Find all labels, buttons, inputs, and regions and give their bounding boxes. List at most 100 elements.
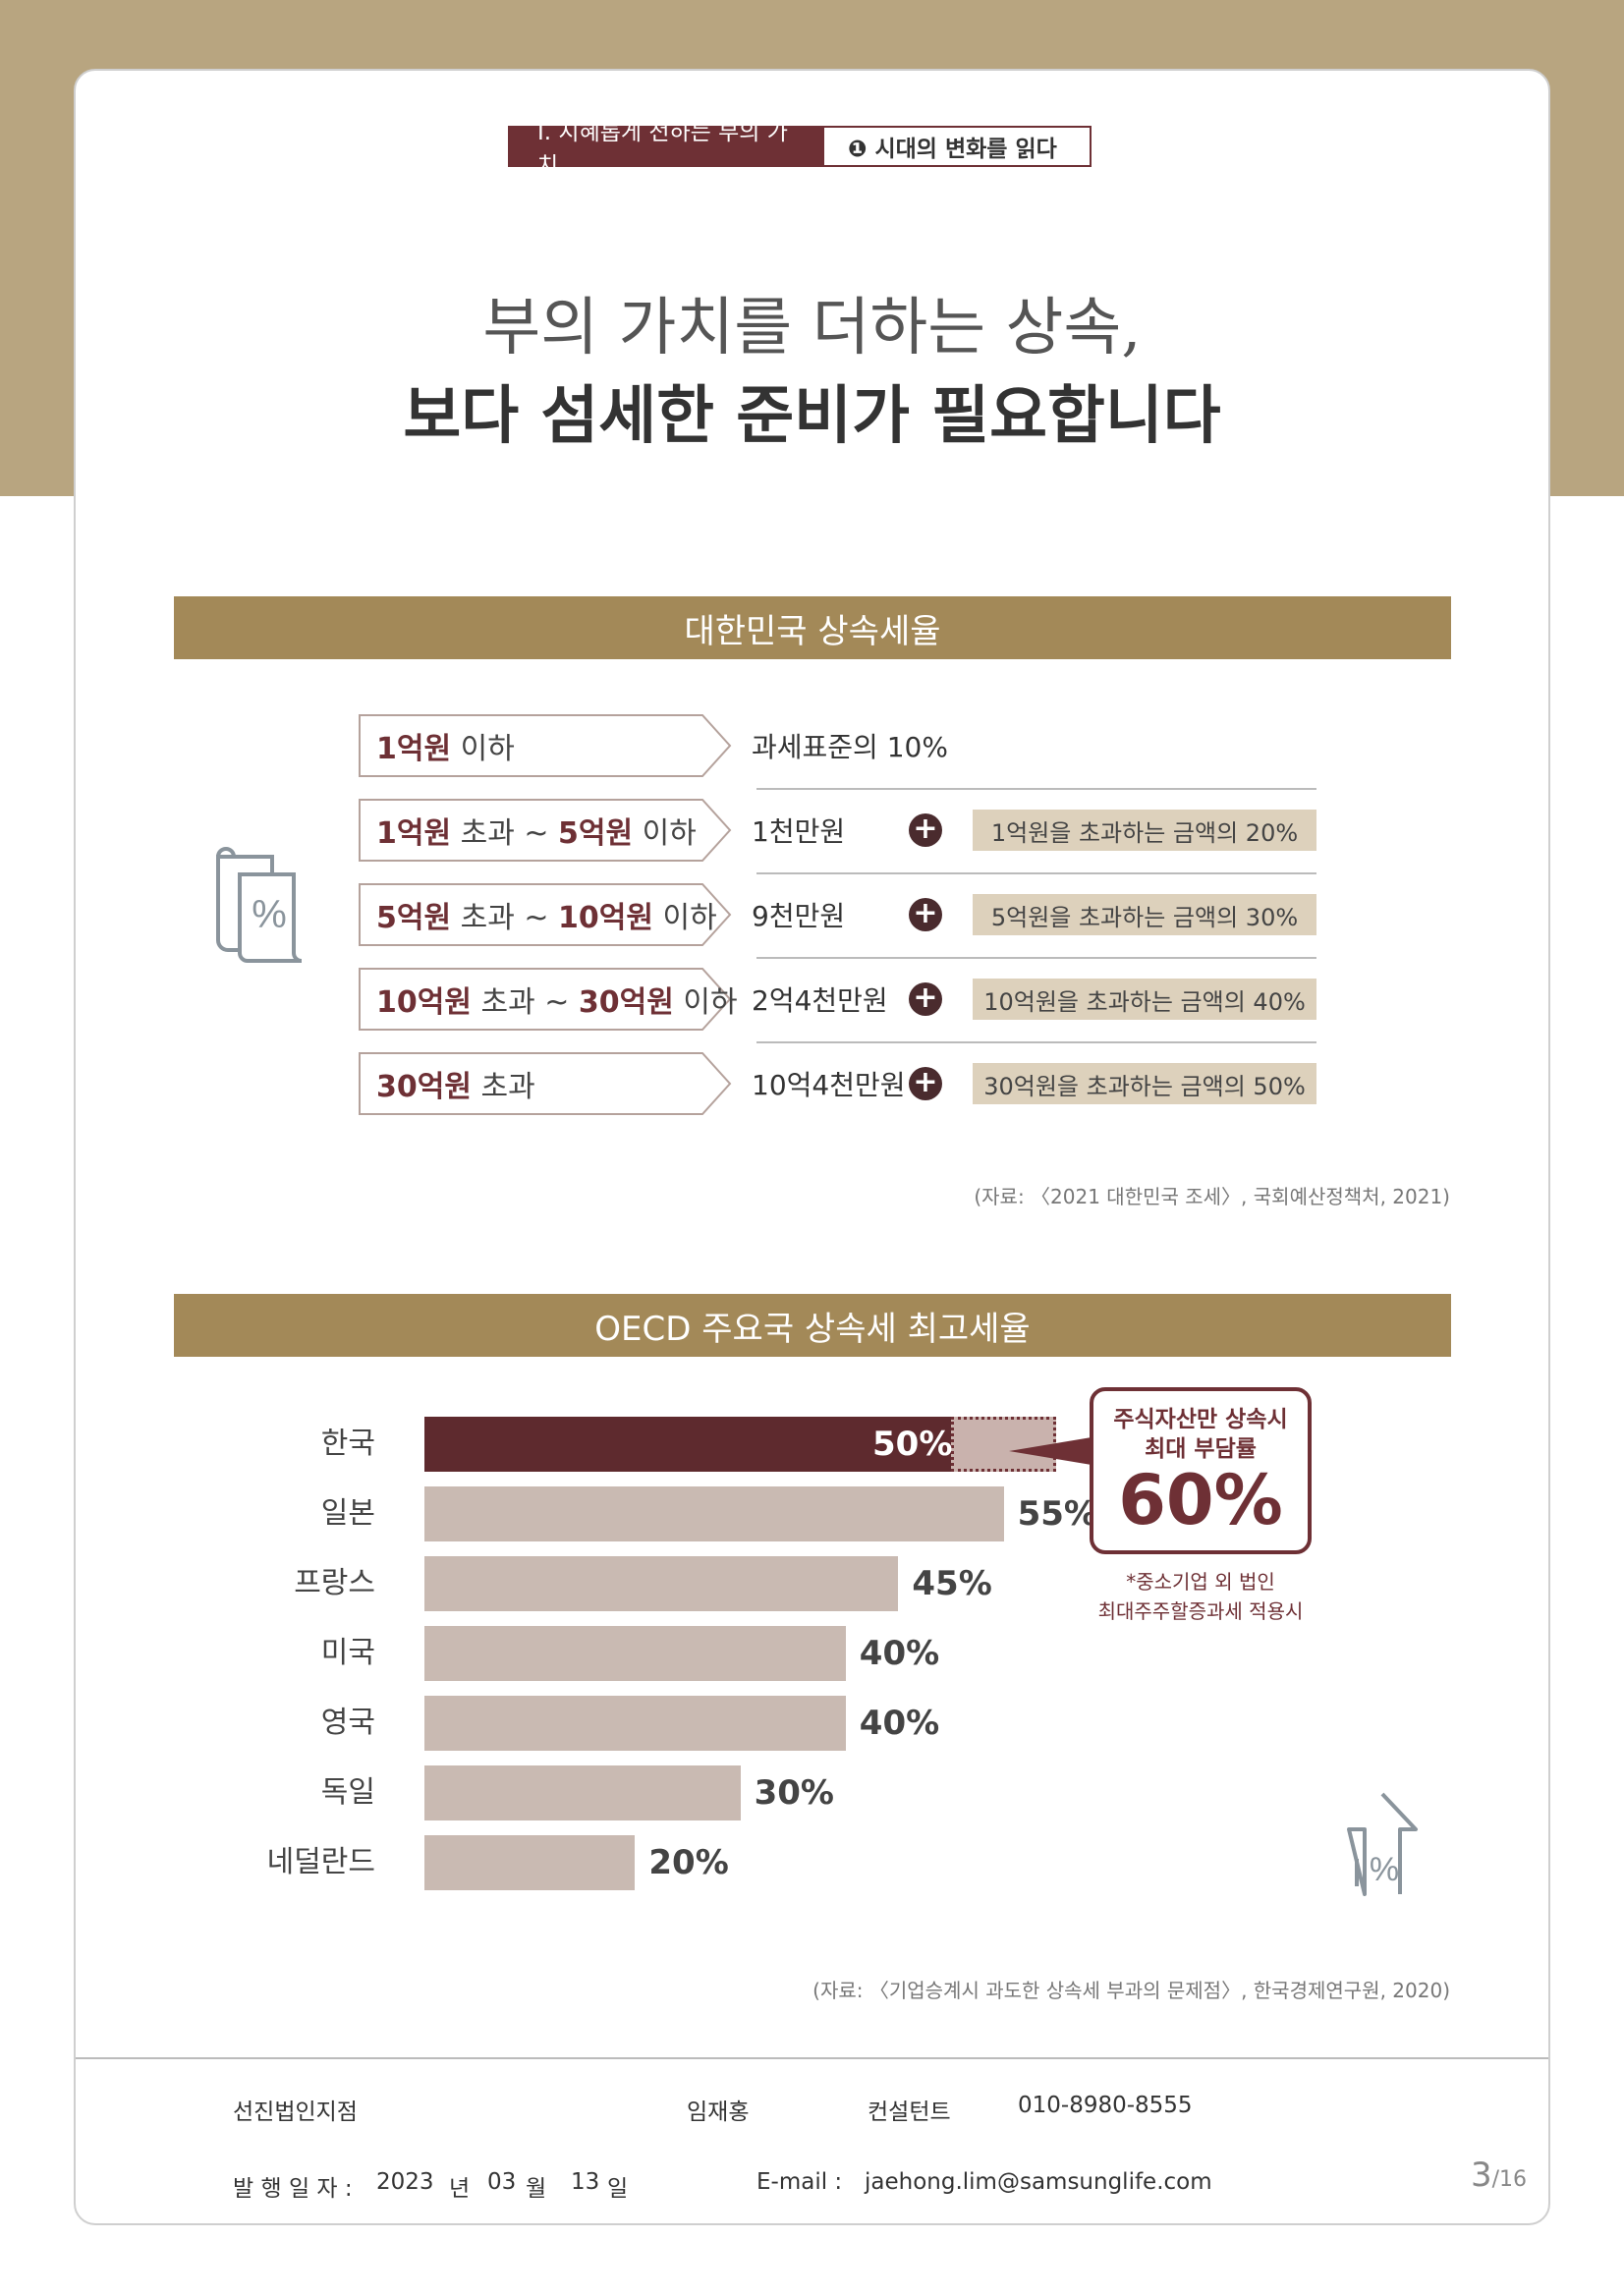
- footer-phone[interactable]: 010-8980-8555: [1018, 2093, 1193, 2118]
- bar-category-label: 일본: [320, 1496, 375, 1531]
- bar-value-label: 55%: [1017, 1494, 1097, 1534]
- tax-row-divider: [756, 788, 1316, 790]
- callout-line1: 주식자산만 상속시: [1113, 1407, 1288, 1432]
- tax-bracket-amount: 30억원: [578, 985, 674, 1020]
- tax-additional-rate: 5억원을 초과하는 금액의 30%: [973, 894, 1316, 935]
- tax-base-amount: 10억4천만원: [752, 1069, 906, 1101]
- tax-bracket-label: 1억원 이하: [376, 714, 515, 777]
- tax-base-amount: 9천만원: [752, 900, 846, 932]
- tax-bracket: 30억원 초과: [359, 1052, 732, 1115]
- plus-icon: +: [909, 898, 942, 931]
- callout-line2: 최대 부담률: [1145, 1436, 1257, 1462]
- page-title-line2: 보다 섬세한 준비가 필요합니다: [403, 379, 1221, 453]
- svg-text:%: %: [252, 893, 287, 936]
- tax-bracket-text: 초과: [471, 1070, 535, 1104]
- tax-bracket: 10억원 초과 ~ 30억원 이하: [359, 968, 738, 1031]
- tax-row-divider: [756, 957, 1316, 959]
- max-burden-callout: 주식자산만 상속시 최대 부담률 60%: [1090, 1387, 1312, 1554]
- bar: [424, 1765, 741, 1820]
- tax-bracket: 1억원 초과 ~ 5억원 이하: [359, 799, 732, 862]
- bar-value-label: 50%: [872, 1425, 953, 1464]
- footer-branch: 선진법인지점: [233, 2100, 358, 2125]
- tax-bracket: 1억원 이하: [359, 714, 732, 777]
- tax-bracket-amount: 5억원: [376, 901, 452, 935]
- tax-additional-rate: 1억원을 초과하는 금액의 20%: [973, 810, 1316, 851]
- tax-bracket-text: 초과 ~: [451, 816, 559, 851]
- callout-note2: 최대주주할증과세 적용시: [1097, 1599, 1304, 1623]
- tax-row-divider: [756, 1041, 1316, 1043]
- breadcrumb: Ⅰ. 지혜롭게 전하는 부의 가치 ❶ 시대의 변화를 읽다: [508, 120, 1092, 179]
- bar-category-label: 미국: [320, 1636, 375, 1670]
- page-number: 3/16: [1471, 2156, 1527, 2195]
- plus-icon: +: [909, 813, 942, 847]
- tax-bracket-text: 이하: [673, 985, 738, 1020]
- tax-row-divider: [756, 872, 1316, 874]
- bar: [424, 1835, 636, 1890]
- breadcrumb-section[interactable]: Ⅰ. 지혜롭게 전하는 부의 가치: [510, 120, 824, 179]
- tax-base-amount: 2억4천만원: [752, 984, 888, 1017]
- bar: [424, 1417, 951, 1472]
- bar-category-label: 독일: [320, 1775, 375, 1810]
- tax-bracket-text: 이하: [451, 732, 515, 766]
- bar-value-label: 40%: [859, 1634, 940, 1673]
- tax-bracket-amount: 1억원: [376, 816, 452, 851]
- bar: [424, 1556, 899, 1611]
- footer-day-unit: 일: [607, 2176, 629, 2202]
- footer-year-unit: 년: [449, 2176, 471, 2202]
- footer-day: 13: [571, 2169, 600, 2195]
- tax-bracket-label: 1억원 초과 ~ 5억원 이하: [376, 799, 697, 862]
- tax-bracket-text: 초과 ~: [451, 901, 559, 935]
- korea-tax-source: (자료: 〈2021 대한민국 조세〉, 국회예산정책처, 2021): [974, 1185, 1450, 1208]
- korea-tax-heading: 대한민국 상속세율: [174, 596, 1451, 659]
- plus-icon: +: [909, 1067, 942, 1100]
- footer-role: 컨설턴트: [868, 2100, 951, 2125]
- bar: [424, 1486, 1004, 1541]
- page-current: 3: [1470, 2156, 1492, 2195]
- oecd-source: (자료: 〈기업승계시 과도한 상속세 부과의 문제점〉, 한국경제연구원, 2…: [812, 1979, 1450, 2002]
- callout-arrow: [1009, 1436, 1097, 1466]
- page-total: /16: [1491, 2167, 1527, 2192]
- tax-row: 5억원 초과 ~ 10억원 이하 9천만원 +5억원을 초과하는 금액의 30%: [359, 883, 1316, 946]
- footer-month: 03: [487, 2169, 517, 2195]
- bar-value-label: 40%: [859, 1704, 940, 1743]
- tax-bracket-label: 30억원 초과: [376, 1052, 535, 1115]
- bar-value-label: 45%: [912, 1564, 992, 1603]
- tax-bracket-text: 이하: [633, 816, 697, 851]
- bar-row: 영국 40%: [174, 1696, 1156, 1751]
- tax-additional-rate: 30억원을 초과하는 금액의 50%: [973, 1063, 1316, 1104]
- tax-base-amount: 1천만원: [752, 815, 846, 848]
- callout-value: 60%: [1118, 1460, 1283, 1540]
- percent-document-icon: %: [208, 847, 326, 965]
- bar-category-label: 프랑스: [294, 1566, 375, 1600]
- bar-row: 한국 50%: [174, 1417, 1156, 1472]
- breadcrumb-chapter[interactable]: ❶ 시대의 변화를 읽다: [824, 128, 1090, 165]
- page-title-line1: 부의 가치를 더하는 상속,: [482, 292, 1142, 364]
- bar-row: 미국 40%: [174, 1626, 1156, 1681]
- bar-row: 독일 30%: [174, 1765, 1156, 1820]
- bar-value-label: 30%: [754, 1773, 834, 1813]
- bar: [424, 1696, 846, 1751]
- tax-bracket-amount: 5억원: [558, 816, 634, 851]
- oecd-heading: OECD 주요국 상속세 최고세율: [174, 1294, 1451, 1357]
- footer-email[interactable]: jaehong.lim@samsunglife.com: [865, 2169, 1212, 2195]
- tax-bracket: 5억원 초과 ~ 10억원 이하: [359, 883, 732, 946]
- tax-bracket-amount: 10억원: [558, 901, 653, 935]
- bar-category-label: 영국: [320, 1706, 375, 1740]
- tax-row: 1억원 이하 과세표준의 10%: [359, 714, 1100, 777]
- callout-note1: *중소기업 외 법인: [1126, 1570, 1275, 1594]
- bar-category-label: 한국: [320, 1427, 375, 1461]
- tax-bracket-label: 10억원 초과 ~ 30억원 이하: [376, 968, 738, 1031]
- tax-base-amount: 과세표준의 10%: [752, 731, 948, 763]
- tax-bracket-amount: 10억원: [376, 985, 472, 1020]
- footer-name: 임재홍: [687, 2100, 750, 2125]
- tax-bracket-amount: 30억원: [376, 1070, 472, 1104]
- tax-bracket-amount: 1억원: [376, 732, 452, 766]
- plus-icon: +: [909, 982, 942, 1016]
- bar-row: 일본 55%: [174, 1486, 1156, 1541]
- bar-category-label: 네덜란드: [266, 1845, 375, 1879]
- footer-month-unit: 월: [526, 2176, 547, 2202]
- tax-bracket-text: 초과 ~: [471, 985, 579, 1020]
- tax-row: 1억원 초과 ~ 5억원 이하 1천만원 +1억원을 초과하는 금액의 20%: [359, 799, 1316, 862]
- tax-bracket-text: 이하: [652, 901, 717, 935]
- bar: [424, 1626, 846, 1681]
